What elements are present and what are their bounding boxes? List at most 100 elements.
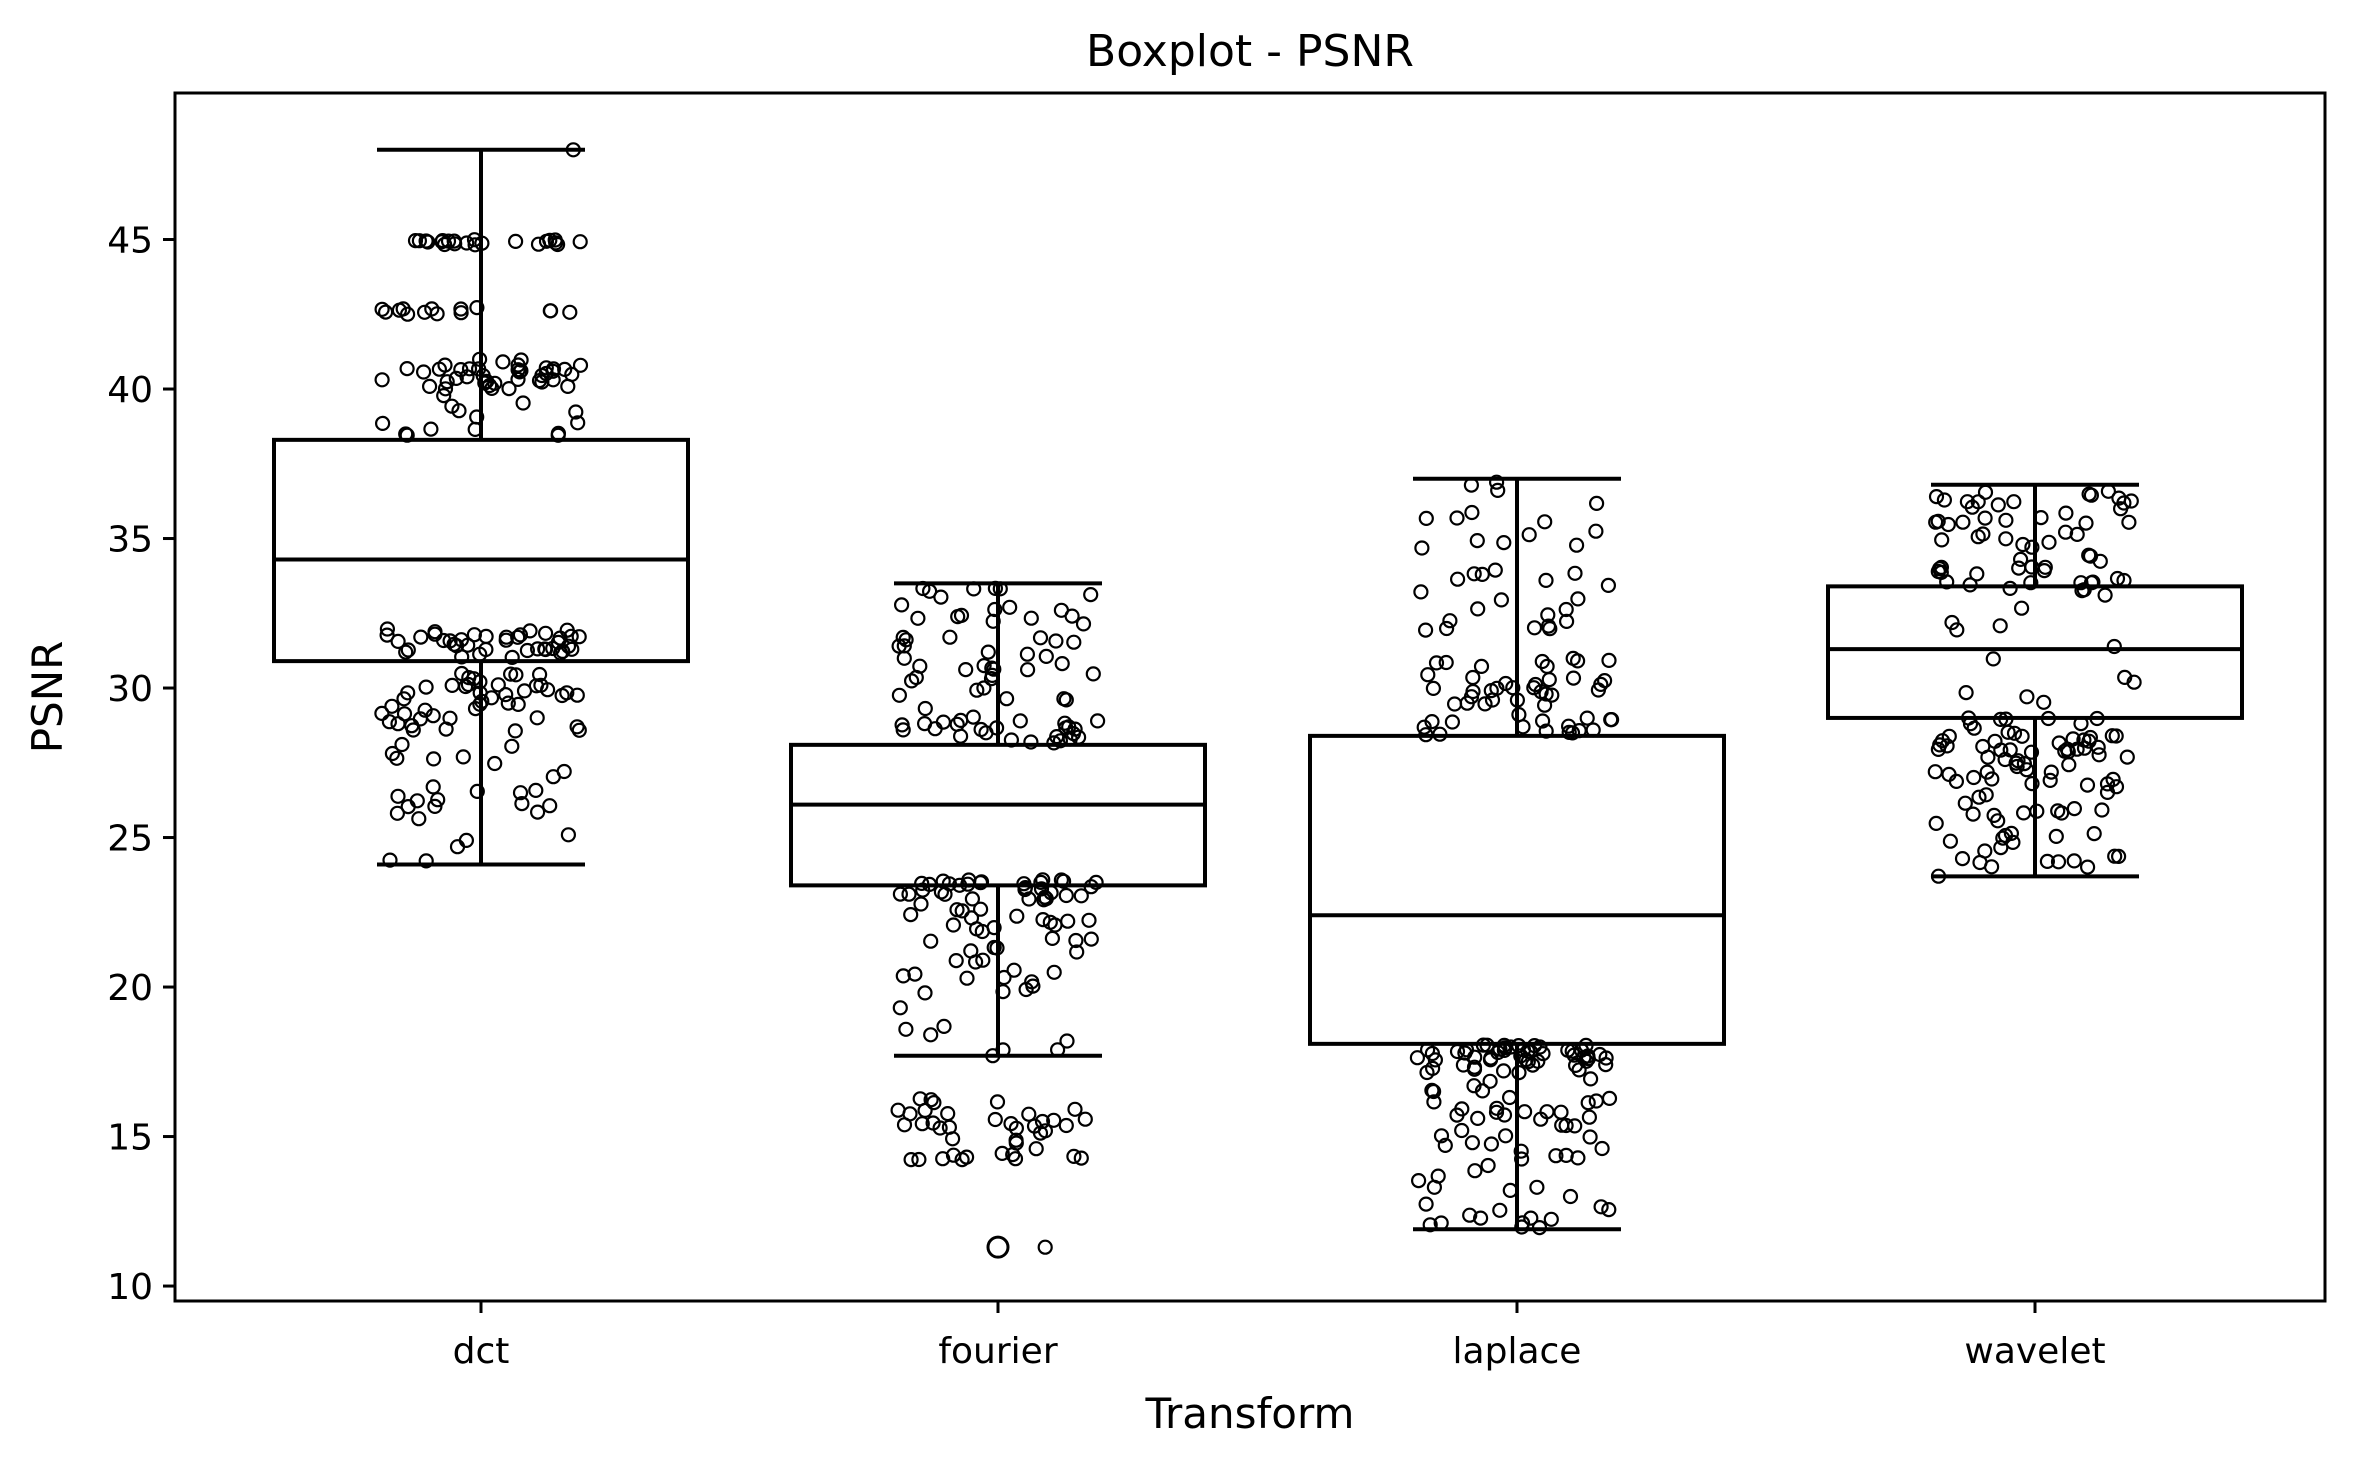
- data-point: [1971, 789, 1987, 805]
- data-point: [903, 1151, 919, 1168]
- data-point: [1535, 1045, 1551, 1062]
- data-point: [1933, 559, 1950, 576]
- data-point: [2085, 574, 2101, 590]
- data-point: [529, 710, 545, 726]
- data-point: [1017, 879, 1034, 896]
- data-point: [565, 142, 581, 158]
- data-point: [2079, 777, 2096, 793]
- data-point: [932, 1120, 948, 1136]
- data-point: [966, 581, 982, 597]
- data-point: [572, 357, 589, 373]
- data-point: [907, 966, 923, 982]
- data-point: [1428, 655, 1445, 671]
- data-point: [1418, 1196, 1434, 1212]
- data-point: [2029, 803, 2045, 819]
- data-point: [1073, 1150, 1089, 1166]
- data-point: [1023, 610, 1039, 626]
- data-point: [949, 902, 965, 918]
- data-point: [512, 785, 529, 801]
- data-point: [2036, 694, 2052, 710]
- data-point: [1012, 713, 1028, 729]
- data-point: [435, 233, 451, 249]
- data-point: [416, 364, 432, 380]
- data-point: [407, 233, 424, 249]
- data-point: [390, 633, 406, 650]
- y-tick-label: 35: [107, 520, 153, 561]
- data-point: [1028, 1141, 1044, 1157]
- data-point: [528, 678, 545, 694]
- data-point: [389, 805, 405, 821]
- data-point: [1052, 733, 1069, 749]
- data-point: [2014, 728, 2030, 744]
- x-axis: dct fourier laplace wavelet: [453, 1301, 2106, 1372]
- data-point: [2019, 689, 2035, 705]
- data-point: [1422, 1217, 1438, 1233]
- data-point: [1543, 1211, 1559, 1227]
- data-point: [507, 723, 523, 739]
- y-tick-label: 45: [107, 221, 153, 262]
- data-point: [1588, 495, 1605, 511]
- data-point: [1475, 1037, 1492, 1053]
- data-point: [985, 613, 1001, 629]
- data-point: [1998, 512, 2014, 528]
- data-point: [562, 304, 578, 320]
- data-point: [1562, 1188, 1579, 1205]
- data-point: [995, 983, 1011, 1000]
- data-point: [1942, 833, 1959, 849]
- data-point: [529, 804, 546, 820]
- data-point: [1588, 1093, 1604, 1109]
- data-point: [458, 832, 474, 849]
- data-point: [1526, 1037, 1543, 1054]
- data-point: [1501, 1089, 1518, 1106]
- data-point: [504, 649, 520, 666]
- data-point: [1053, 602, 1070, 618]
- data-point: [2121, 514, 2137, 530]
- data-point: [911, 1151, 927, 1168]
- data-point: [1567, 565, 1583, 581]
- data-point: [984, 660, 1000, 676]
- data-point: [1570, 1150, 1586, 1166]
- data-point: [1568, 537, 1585, 553]
- data-point: [513, 352, 529, 368]
- data-point: [1496, 534, 1512, 551]
- data-point: [1990, 813, 2006, 829]
- data-point: [461, 361, 478, 377]
- data-point: [430, 792, 446, 808]
- data-point: [915, 580, 931, 597]
- data-point: [1483, 682, 1499, 699]
- data-point: [1464, 504, 1480, 521]
- data-point: [487, 755, 503, 772]
- data-point: [958, 1149, 975, 1165]
- box-laplace: [1308, 733, 1726, 1046]
- y-tick-label: 30: [107, 669, 153, 710]
- data-point: [448, 370, 464, 386]
- data-point: [1928, 815, 1944, 832]
- data-point: [1438, 654, 1454, 671]
- data-point: [972, 875, 989, 891]
- data-point: [1409, 1050, 1426, 1066]
- data-point: [1537, 514, 1553, 530]
- data-point: [1035, 872, 1051, 888]
- data-point: [1066, 634, 1082, 650]
- data-point: [1418, 510, 1434, 527]
- data-point: [467, 237, 483, 253]
- data-point: [472, 685, 488, 701]
- data-point: [379, 627, 395, 643]
- data-point: [942, 629, 958, 645]
- data-point: [896, 1117, 913, 1133]
- data-point: [495, 354, 511, 370]
- data-point: [1598, 1050, 1614, 1066]
- chart-title: Boxplot - PSNR: [1086, 26, 1414, 77]
- data-point: [1992, 618, 2008, 634]
- data-point: [1482, 1073, 1498, 1089]
- y-tick-label: 15: [107, 1118, 153, 1159]
- data-point: [550, 427, 566, 443]
- data-point: [1069, 944, 1085, 960]
- data-point: [1561, 724, 1577, 741]
- data-point: [1060, 913, 1076, 929]
- data-point: [1464, 1135, 1481, 1151]
- data-point: [895, 968, 911, 984]
- data-point: [522, 623, 538, 639]
- data-point: [378, 304, 394, 320]
- data-point: [1058, 887, 1074, 904]
